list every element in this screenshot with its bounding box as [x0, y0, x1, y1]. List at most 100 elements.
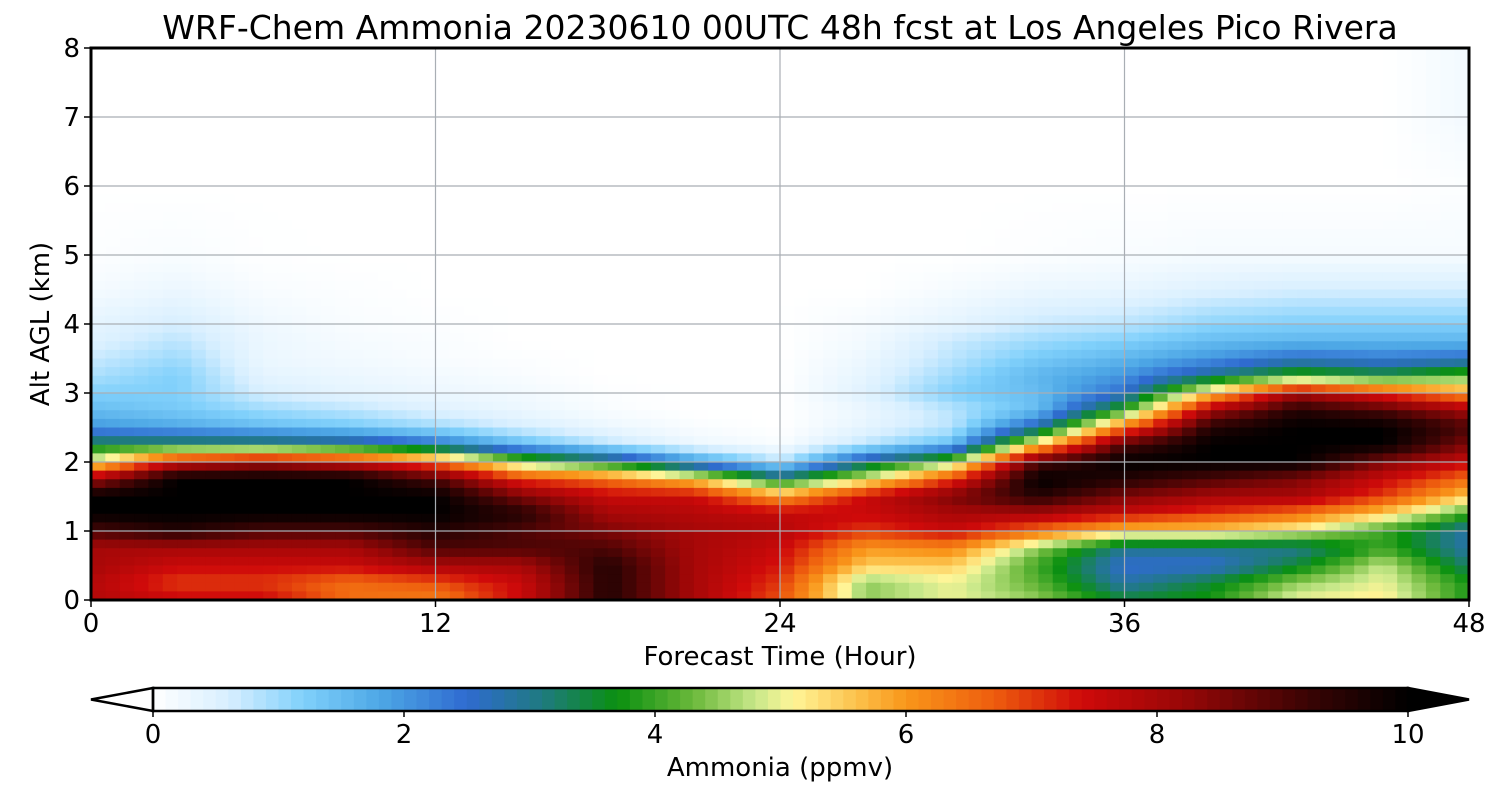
heatmap-cell — [995, 211, 1011, 222]
heatmap-cell — [952, 298, 968, 308]
heatmap-cell — [564, 393, 580, 403]
heatmap-cell — [177, 444, 193, 454]
heatmap-cell — [550, 203, 566, 213]
heatmap-cell — [722, 565, 738, 575]
heatmap-cell — [622, 48, 638, 58]
heatmap-cell — [1110, 272, 1126, 282]
heatmap-cell — [177, 418, 193, 429]
heatmap-cell — [1052, 108, 1068, 118]
heatmap-cell — [1210, 65, 1226, 75]
heatmap-cell — [1167, 298, 1183, 308]
heatmap-cell — [665, 117, 681, 127]
heatmap-cell — [736, 255, 752, 265]
heatmap-cell — [1196, 91, 1212, 101]
heatmap-cell — [191, 479, 207, 489]
heatmap-cell — [937, 393, 953, 403]
heatmap-cell — [1138, 298, 1154, 308]
heatmap-cell — [1153, 470, 1169, 480]
heatmap-cell — [535, 427, 551, 437]
heatmap-cell — [736, 479, 752, 489]
heatmap-cell — [1095, 349, 1111, 360]
heatmap-cell — [909, 565, 925, 575]
heatmap-cell — [162, 582, 178, 592]
heatmap-cell — [722, 462, 738, 472]
heatmap-cell — [478, 496, 494, 506]
heatmap-cell — [1138, 272, 1154, 282]
heatmap-cell — [392, 444, 408, 454]
heatmap-cell — [162, 272, 178, 282]
heatmap-cell — [722, 315, 738, 325]
heatmap-cell — [736, 263, 752, 273]
heatmap-cell — [837, 531, 853, 541]
heatmap-cell — [1124, 73, 1140, 84]
heatmap-cell — [378, 48, 394, 58]
heatmap-cell — [923, 237, 939, 247]
heatmap-cell — [406, 108, 422, 118]
heatmap-cell — [736, 556, 752, 567]
heatmap-cell — [765, 341, 781, 351]
heatmap-cell — [349, 556, 365, 567]
heatmap-cell — [980, 315, 996, 325]
heatmap-cell — [320, 591, 336, 601]
heatmap-cell — [91, 246, 106, 256]
heatmap-cell — [579, 496, 594, 506]
heatmap-cell — [435, 367, 451, 377]
heatmap-cell — [636, 237, 652, 247]
heatmap-cell — [205, 134, 221, 144]
heatmap-cell — [320, 65, 336, 75]
heatmap-cell — [995, 315, 1011, 325]
heatmap-cell — [550, 367, 566, 377]
heatmap-cell — [220, 306, 236, 316]
heatmap-cell — [550, 280, 566, 291]
heatmap-cell — [148, 556, 164, 567]
heatmap-cell — [335, 280, 350, 291]
heatmap-cell — [205, 220, 221, 230]
heatmap-cell — [521, 298, 537, 308]
heatmap-cell — [579, 427, 594, 437]
heatmap-cell — [851, 73, 867, 84]
heatmap-cell — [722, 479, 738, 489]
heatmap-cell — [306, 160, 322, 170]
heatmap-cell — [564, 73, 580, 84]
heatmap-cell — [1138, 496, 1154, 506]
heatmap-cell — [1196, 168, 1212, 178]
heatmap-cell — [923, 531, 939, 541]
heatmap-cell — [880, 263, 896, 273]
heatmap-cell — [220, 487, 236, 498]
heatmap-cell — [1181, 574, 1197, 584]
heatmap-cell — [1038, 48, 1054, 58]
heatmap-cell — [234, 186, 250, 196]
heatmap-cell — [320, 453, 336, 463]
heatmap-cell — [937, 134, 953, 144]
heatmap-cell — [105, 539, 121, 549]
heatmap-cell — [363, 91, 379, 101]
heatmap-cell — [421, 255, 437, 265]
heatmap-cell — [248, 134, 264, 144]
heatmap-cell — [1067, 306, 1083, 316]
heatmap-cell — [808, 401, 824, 411]
heatmap-cell — [607, 280, 623, 291]
heatmap-cell — [1167, 367, 1183, 377]
heatmap-cell — [1153, 91, 1169, 101]
heatmap-cell — [449, 117, 465, 127]
heatmap-cell — [277, 177, 293, 187]
heatmap-cell — [449, 332, 465, 342]
heatmap-cell — [478, 263, 494, 273]
heatmap-cell — [406, 487, 422, 498]
heatmap-cell — [291, 349, 307, 360]
heatmap-cell — [1153, 522, 1169, 532]
heatmap-cell — [148, 487, 164, 498]
heatmap-cell — [492, 410, 508, 420]
heatmap-cell — [291, 591, 307, 601]
heatmap-cell — [478, 462, 494, 472]
heatmap-cell — [937, 453, 953, 463]
heatmap-cell — [751, 108, 767, 118]
heatmap-cell — [1167, 168, 1183, 178]
heatmap-cell — [1038, 315, 1054, 325]
heatmap-cell — [521, 246, 537, 256]
heatmap-cell — [980, 56, 996, 66]
heatmap-cell — [622, 556, 638, 567]
heatmap-cell — [1153, 211, 1169, 222]
heatmap-cell — [909, 194, 925, 204]
heatmap-cell — [435, 91, 451, 101]
